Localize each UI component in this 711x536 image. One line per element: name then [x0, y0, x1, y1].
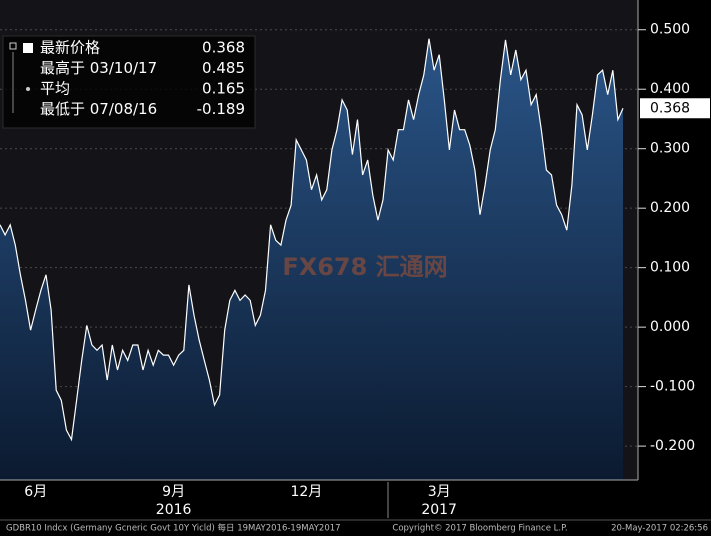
x-tick-label: 12月 — [290, 484, 322, 500]
y-tick-label: 0.300 — [650, 141, 690, 157]
legend — [2, 35, 256, 129]
legend-value: -0.189 — [197, 100, 245, 118]
y-tick-label: 0.400 — [650, 81, 690, 97]
legend-value: 0.368 — [202, 39, 245, 57]
last-value-badge — [640, 98, 710, 119]
x-tick-label: 9月 — [162, 484, 185, 500]
area — [0, 38, 623, 480]
line — [0, 38, 624, 442]
x-year-label: 2016 — [156, 502, 192, 518]
y-tick-label: 0.200 — [650, 200, 690, 216]
x-tick-label: 6月 — [24, 484, 47, 500]
footer-left: GDBR10 Indcx (Germany Gcneric Govt 10Y Y… — [6, 523, 341, 534]
legend-label: 最高于 03/10/17 — [40, 59, 157, 77]
watermark: FX678 汇通网 — [282, 253, 447, 281]
legend-value: 0.485 — [202, 59, 245, 77]
y-tick-label: 0.100 — [650, 260, 690, 276]
legend-icon — [26, 87, 30, 91]
footer-right: 20-May-2017 02:26:56 — [611, 524, 708, 534]
x-year-label: 2017 — [421, 502, 457, 518]
legend-icon — [23, 43, 33, 53]
legend-icon — [9, 42, 17, 50]
y-tick-label: 0.000 — [650, 319, 690, 335]
x-tick-label: 3月 — [428, 484, 451, 500]
legend-value: 0.165 — [202, 80, 245, 98]
footer-center: Copyright© 2017 Bloomberg Finance L.P. — [392, 524, 567, 534]
y-tick-label: -0.100 — [650, 379, 695, 395]
y-tick-label: -0.200 — [650, 438, 695, 454]
legend-label: 平均 — [40, 80, 70, 98]
y-tick-label: 0.500 — [650, 22, 690, 38]
legend-label: 最新价格 — [40, 39, 100, 57]
last-value-label: 0.368 — [650, 100, 690, 116]
legend-label: 最低于 07/08/16 — [40, 100, 157, 118]
legend-box — [2, 35, 256, 129]
plot — [0, 29, 638, 480]
